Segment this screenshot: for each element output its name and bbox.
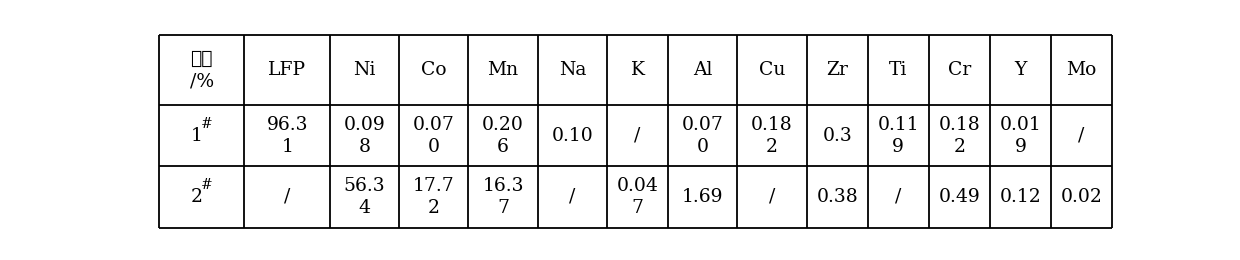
- Text: /: /: [635, 127, 641, 145]
- Text: 0.07
0: 0.07 0: [682, 116, 724, 156]
- Text: 0.02: 0.02: [1060, 188, 1102, 206]
- Text: 2: 2: [191, 188, 202, 206]
- Text: Na: Na: [559, 61, 587, 79]
- Text: /: /: [569, 188, 575, 206]
- Text: Ni: Ni: [353, 61, 376, 79]
- Text: 1: 1: [191, 127, 202, 145]
- Text: Y: Y: [1014, 61, 1027, 79]
- Text: /: /: [769, 188, 775, 206]
- Text: Al: Al: [693, 61, 713, 79]
- Text: 0.18
2: 0.18 2: [939, 116, 981, 156]
- Text: 56.3
4: 56.3 4: [343, 177, 386, 217]
- Text: Mo: Mo: [1066, 61, 1096, 79]
- Text: K: K: [630, 61, 645, 79]
- Text: 0.09
8: 0.09 8: [343, 116, 386, 156]
- Text: 0.38: 0.38: [816, 188, 858, 206]
- Text: 1.69: 1.69: [682, 188, 723, 206]
- Text: 0.3: 0.3: [822, 127, 852, 145]
- Text: Cr: Cr: [947, 61, 971, 79]
- Text: Ti: Ti: [889, 61, 908, 79]
- Text: #: #: [201, 117, 212, 131]
- Text: #: #: [201, 178, 212, 192]
- Text: 0.07
0: 0.07 0: [413, 116, 455, 156]
- Text: 16.3
7: 16.3 7: [482, 177, 523, 217]
- Text: 0.11
9: 0.11 9: [878, 116, 919, 156]
- Text: Co: Co: [422, 61, 446, 79]
- Text: LFP: LFP: [268, 61, 306, 79]
- Text: 0.04
7: 0.04 7: [616, 177, 658, 217]
- Text: 0.49: 0.49: [939, 188, 981, 206]
- Text: Cu: Cu: [759, 61, 785, 79]
- Text: 0.10: 0.10: [552, 127, 593, 145]
- Text: 0.01
9: 0.01 9: [999, 116, 1042, 156]
- Text: Zr: Zr: [826, 61, 848, 79]
- Text: 0.18
2: 0.18 2: [751, 116, 792, 156]
- Text: 17.7
2: 17.7 2: [413, 177, 455, 217]
- Text: 0.12: 0.12: [999, 188, 1042, 206]
- Text: /: /: [1079, 127, 1085, 145]
- Text: 96.3
1: 96.3 1: [267, 116, 308, 156]
- Text: Mn: Mn: [487, 61, 518, 79]
- Text: 0.20
6: 0.20 6: [482, 116, 525, 156]
- Text: /: /: [284, 188, 290, 206]
- Text: 含量
/%: 含量 /%: [190, 50, 213, 90]
- Text: /: /: [895, 188, 901, 206]
